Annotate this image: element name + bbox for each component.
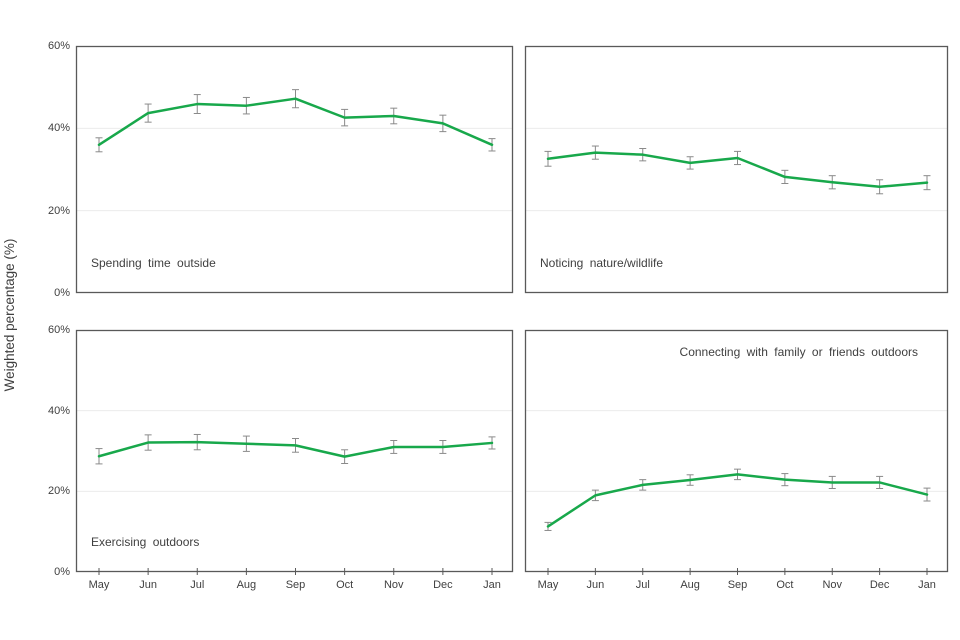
panel-spending-time-outside: Spending time outside	[75, 45, 514, 294]
x-tick-label: Dec	[433, 579, 453, 591]
x-tick-label: Jan	[483, 579, 501, 591]
line-chart-connecting-family-friends-outdoors	[524, 329, 949, 575]
panel-connecting-family-friends-outdoors: Connecting with family or friends outdoo…	[524, 329, 949, 575]
x-tick-label: Nov	[383, 579, 404, 591]
x-tick-label: Dec	[869, 579, 890, 591]
x-tick-label: Sep	[285, 579, 306, 591]
panel-title: Noticing nature/wildlife	[540, 256, 664, 270]
y-tick-label: 20%	[47, 204, 70, 217]
panel-title: Connecting with family or friends outdoo…	[679, 345, 918, 359]
y-tick-label: 60%	[47, 40, 70, 52]
y-tick-label: 20%	[47, 485, 70, 498]
x-tick-label: Jan	[918, 579, 936, 591]
x-tick-label: Sep	[727, 579, 748, 591]
x-tick-label: Jun	[586, 579, 605, 591]
panel-noticing-nature-wildlife: Noticing nature/wildlife	[524, 45, 949, 294]
line-chart-spending-time-outside	[75, 45, 514, 294]
x-tick-label: Oct	[776, 579, 794, 591]
y-axis-title: Weighted percentage (%)	[2, 238, 17, 392]
x-tick-label: Jul	[190, 579, 205, 591]
panel-title: Spending time outside	[91, 256, 216, 270]
y-tick-label: 40%	[47, 122, 70, 135]
y-tick-label: 0%	[54, 566, 70, 578]
x-tick-label: May	[88, 579, 110, 591]
line-chart-exercising-outdoors	[75, 329, 514, 575]
y-tick-label: 60%	[47, 324, 70, 336]
panel-title: Exercising outdoors	[91, 535, 200, 549]
x-tick-label: Aug	[680, 579, 700, 591]
line-chart-noticing-nature-wildlife	[524, 45, 949, 294]
x-tick-label: Jun	[139, 579, 157, 591]
x-tick-label: Jul	[635, 579, 650, 591]
y-tick-label: 40%	[47, 404, 70, 417]
x-tick-label: Oct	[336, 579, 354, 591]
x-tick-label: Nov	[822, 579, 843, 591]
panel-exercising-outdoors: Exercising outdoors	[75, 329, 514, 575]
x-tick-label: Aug	[236, 579, 257, 591]
x-tick-label: May	[537, 579, 559, 591]
y-tick-label: 0%	[54, 287, 70, 299]
